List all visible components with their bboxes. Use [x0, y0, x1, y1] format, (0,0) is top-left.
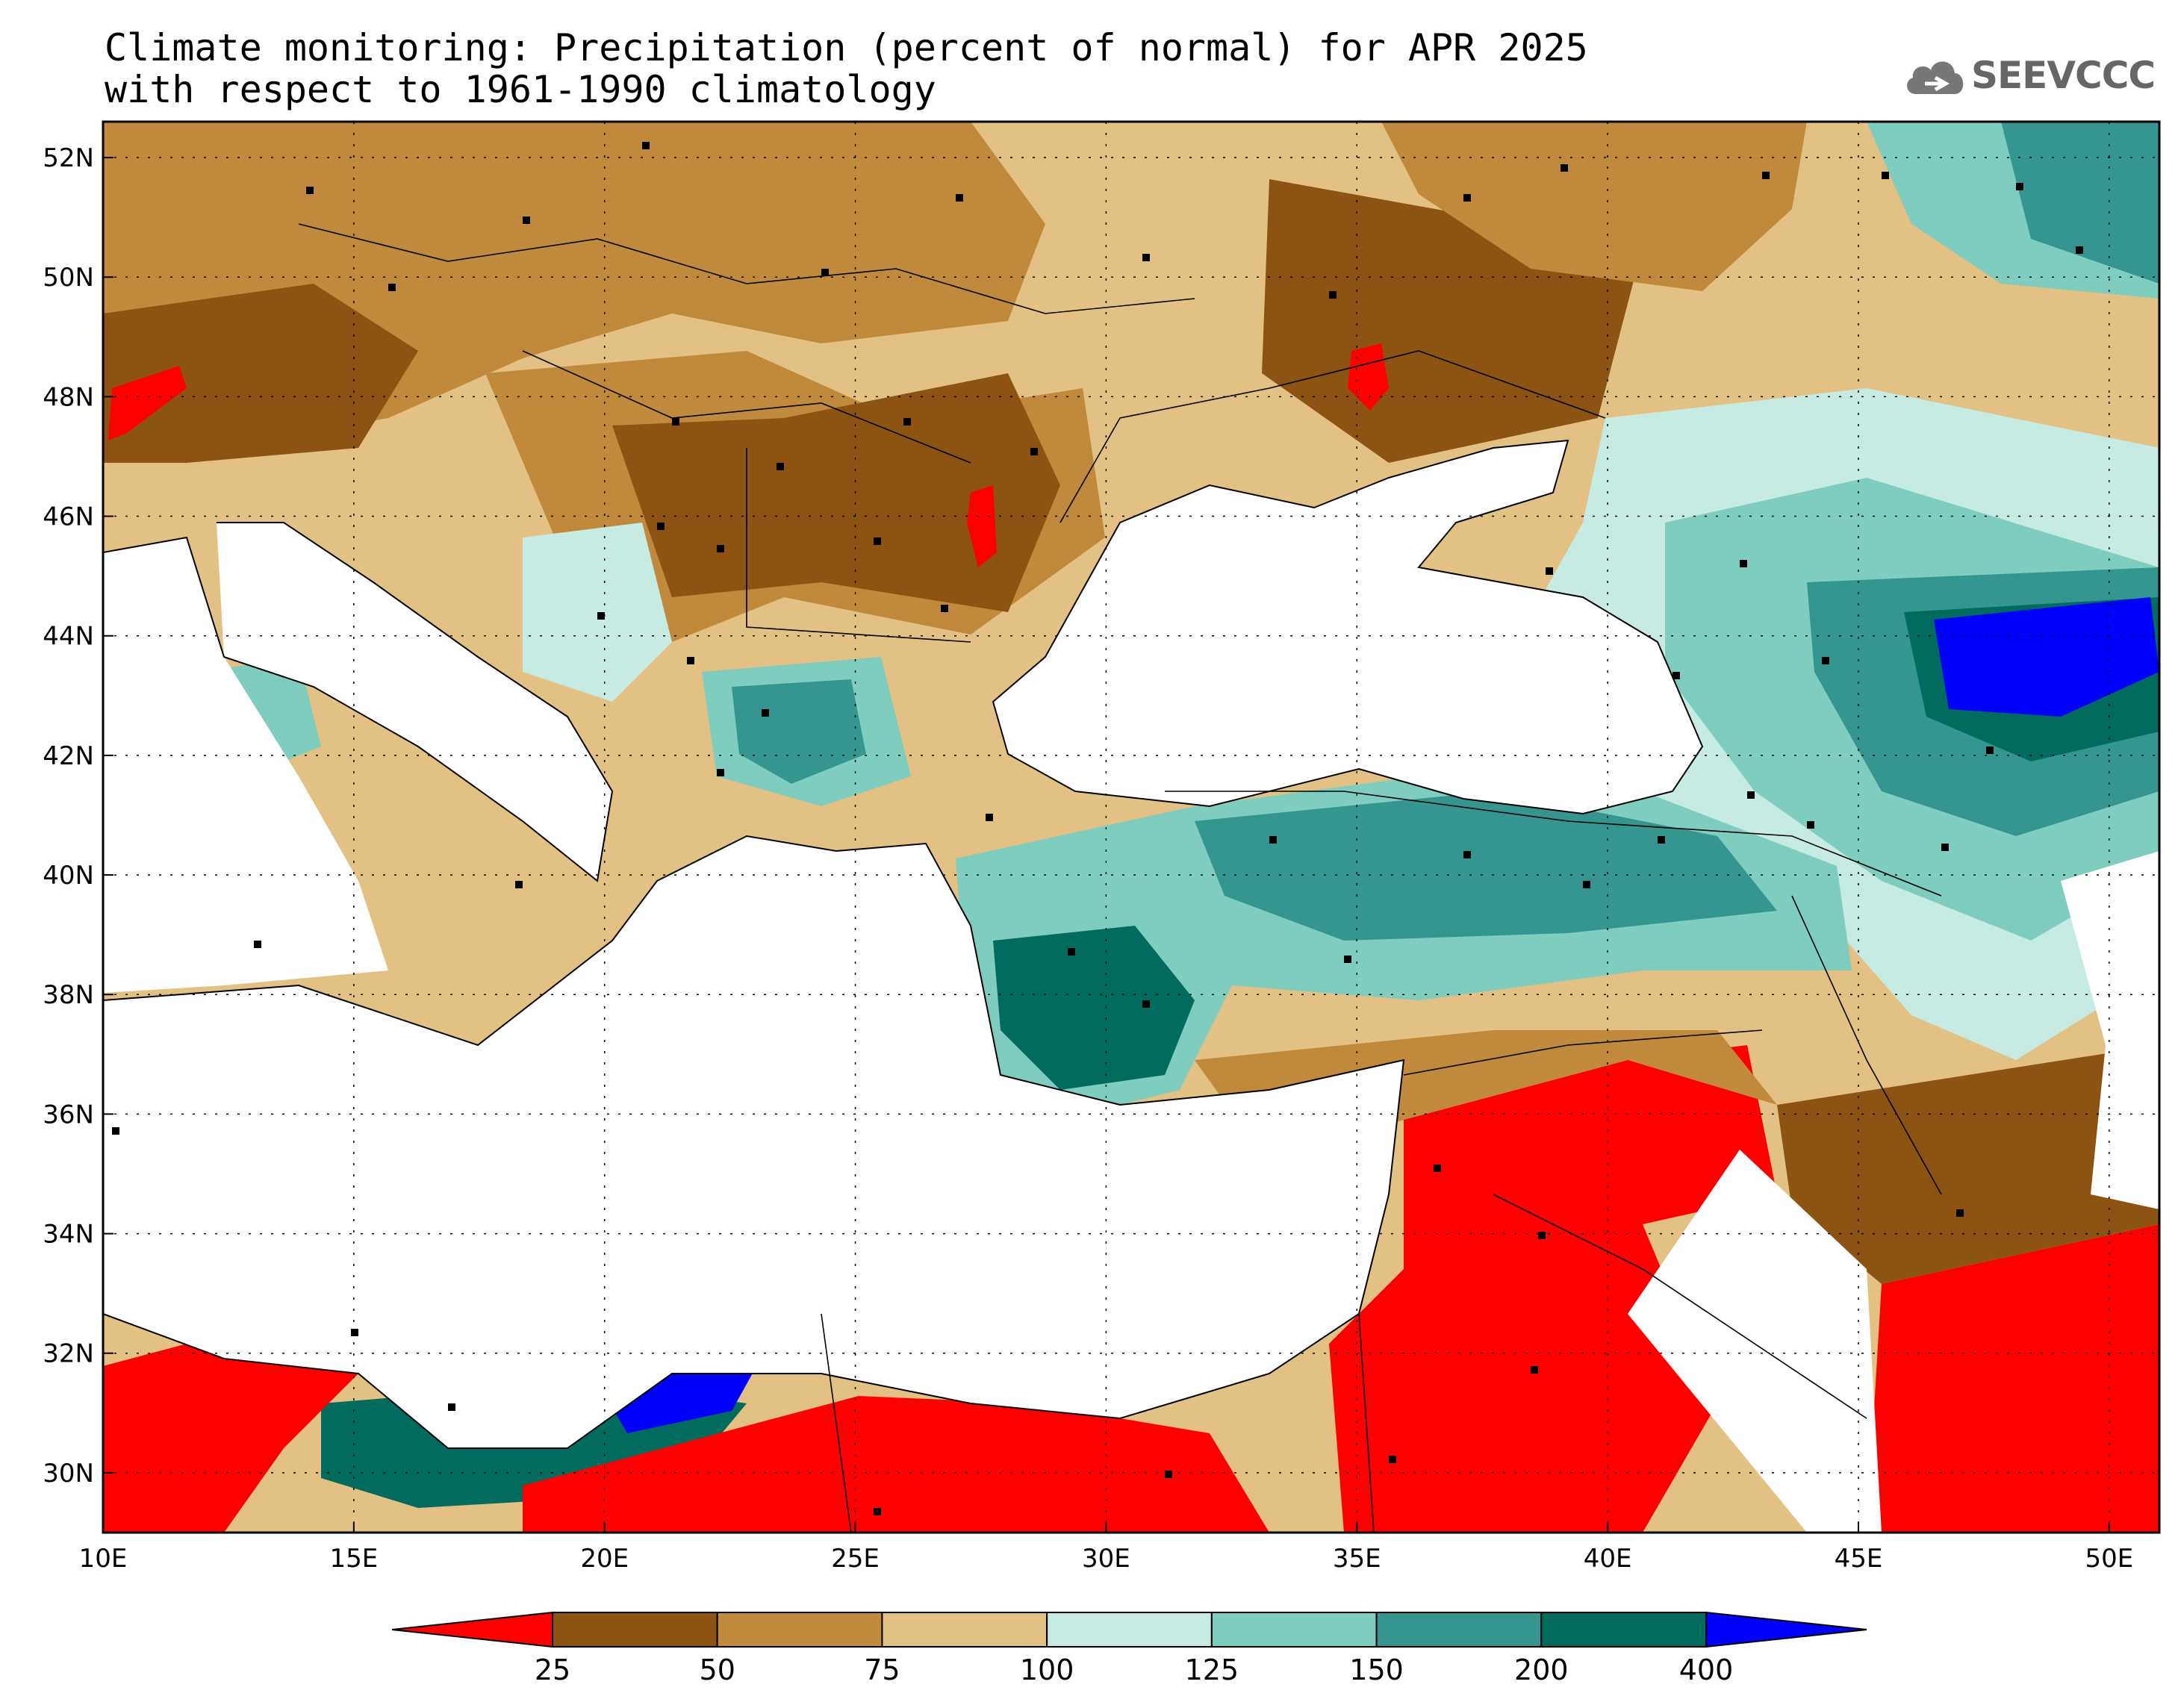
colorbar-segment — [1210, 1612, 1378, 1648]
seevccc-logo: SEEVCCC — [1902, 46, 2156, 109]
colorbar-segment — [552, 1612, 718, 1648]
black-sea — [993, 440, 1702, 814]
extreme-dry-egypt — [523, 1396, 1269, 1533]
latitude-tick-label: 30N — [43, 1459, 94, 1489]
longitude-tick-label: 20E — [580, 1544, 629, 1574]
longitude-tick-label: 35E — [1333, 1544, 1381, 1574]
latitude-tick-label: 34N — [43, 1220, 94, 1250]
colorbar-label: 25 — [535, 1654, 570, 1686]
longitude-tick-label: 10E — [79, 1544, 128, 1574]
extreme-dry-ukraine — [1348, 343, 1389, 411]
longitude-tick-labels: 10E 15E 20E 25E 30E 35E 40E 45E 50E — [79, 1522, 2133, 1574]
cloud-icon — [1907, 61, 1964, 94]
longitude-tick-label: 45E — [1835, 1544, 1883, 1574]
colorbar-label: 50 — [700, 1654, 735, 1686]
tyrrhenian-sea — [103, 537, 388, 993]
desert-mask — [1628, 1150, 1882, 1533]
caspian-sea — [2061, 851, 2159, 1209]
dry-zone-iraq — [1777, 1045, 2159, 1284]
map-grid — [103, 122, 2159, 1533]
extreme-dry-romania — [967, 485, 997, 567]
latitude-tick-label: 50N — [43, 263, 94, 293]
colorbar-label: 75 — [864, 1654, 900, 1686]
colorbar-segment — [1375, 1612, 1543, 1648]
latitude-tick-label: 42N — [43, 741, 94, 771]
latitude-tick-label: 40N — [43, 861, 94, 891]
colorbar-label: 150 — [1349, 1654, 1404, 1686]
map-title-line-1: Climate monitoring: Precipitation (perce… — [105, 26, 1588, 69]
latitude-tick-label: 44N — [43, 622, 94, 652]
country-borders — [298, 223, 1942, 1533]
longitude-tick-label: 40E — [1584, 1544, 1632, 1574]
colorbar-label: 200 — [1514, 1654, 1569, 1686]
colorbar: 25 50 75 100 125 150 200 400 — [391, 1611, 1867, 1686]
colorbar-segment — [716, 1612, 883, 1648]
latitude-tick-label: 32N — [43, 1339, 94, 1369]
longitude-tick-label: 30E — [1082, 1544, 1130, 1574]
colorbar-segment — [881, 1612, 1048, 1648]
colorbar-segment — [1540, 1612, 1707, 1648]
dry-zone-russia — [1381, 122, 1807, 291]
latitude-tick-label: 46N — [43, 502, 94, 532]
very-wet-zone-caucasus — [1934, 597, 2159, 717]
colorbar-upper-extension — [1705, 1611, 1867, 1648]
wet-zone-turkey-3 — [1195, 791, 1777, 941]
map-frame — [102, 120, 2161, 1534]
mediterranean-sea — [103, 836, 1404, 1448]
colorbar-segment — [1046, 1612, 1213, 1648]
colorbar-label: 400 — [1679, 1654, 1734, 1686]
colorbar-label: 125 — [1185, 1654, 1239, 1686]
extreme-dry-west — [108, 366, 187, 440]
latitude-tick-labels: 52N 50N 48N 46N 44N 42N 40N 38N 36N 34N 32N 30N — [43, 143, 113, 1489]
very-dry-zone-west — [103, 284, 418, 463]
map-title-line-2: with respect to 1961-1990 climatology — [105, 68, 936, 111]
adriatic-sea — [217, 523, 612, 881]
colorbar-lower-extension — [391, 1611, 553, 1648]
logo-text: SEEVCCC — [1971, 54, 2156, 97]
latitude-tick-label: 38N — [43, 980, 94, 1010]
extreme-dry-libya — [103, 1314, 373, 1533]
longitude-tick-label: 50E — [2085, 1544, 2133, 1574]
wet-zone-bulgaria-2 — [732, 679, 866, 784]
latitude-tick-label: 48N — [43, 382, 94, 412]
map-field — [103, 122, 2159, 1533]
wet-zone-turkey-2 — [993, 926, 1195, 1090]
latitude-tick-label: 52N — [43, 143, 94, 173]
longitude-tick-label: 25E — [831, 1544, 880, 1574]
colorbar-label: 100 — [1020, 1654, 1074, 1686]
coastlines — [103, 439, 1704, 1449]
wet-zone-ne-2 — [2001, 122, 2159, 284]
latitude-tick-label: 36N — [43, 1100, 94, 1129]
extreme-dry-iraq — [1867, 1224, 2159, 1533]
station-markers — [112, 142, 2083, 1515]
longitude-tick-label: 15E — [329, 1544, 378, 1574]
